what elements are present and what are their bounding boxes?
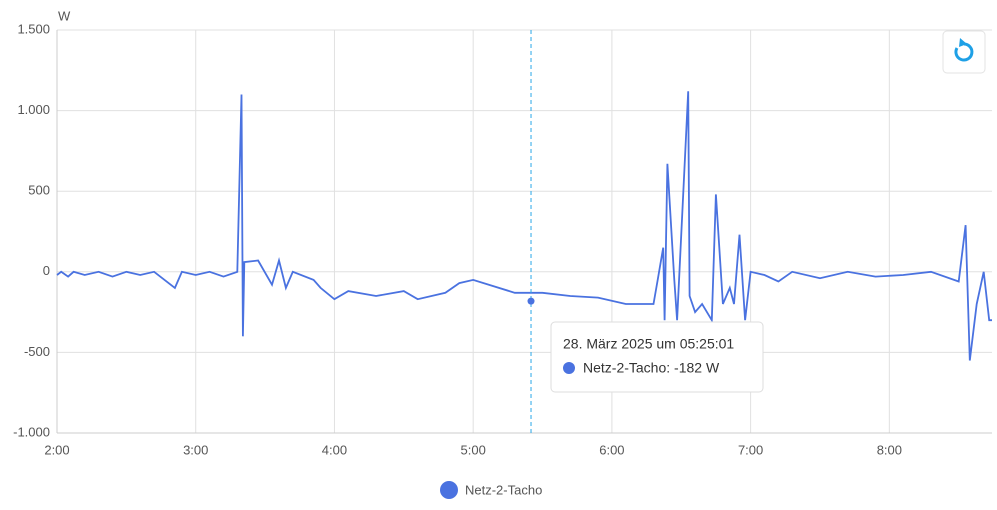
x-tick-label: 6:00 bbox=[599, 442, 624, 457]
hover-point bbox=[527, 297, 535, 305]
y-tick-label: -1.000 bbox=[13, 424, 50, 439]
reset-button-frame[interactable] bbox=[942, 30, 986, 74]
y-tick-label: 1.000 bbox=[17, 102, 50, 117]
series-line bbox=[56, 91, 992, 361]
y-tick-label: 1.500 bbox=[17, 21, 50, 36]
x-tick-label: 8:00 bbox=[877, 442, 902, 457]
legend-label: Netz-2-Tacho bbox=[465, 482, 542, 497]
tooltip-box bbox=[550, 321, 764, 393]
tooltip-text: Netz-2-Tacho: -182 W bbox=[583, 360, 720, 376]
y-tick-label: -500 bbox=[24, 344, 50, 359]
reset-icon[interactable] bbox=[954, 42, 974, 62]
x-tick-label: 3:00 bbox=[183, 442, 208, 457]
legend-marker bbox=[440, 481, 458, 499]
y-tick-label: 0 bbox=[43, 263, 50, 278]
x-tick-label: 7:00 bbox=[738, 442, 763, 457]
tooltip: 28. März 2025 um 05:25:01 Netz-2-Tacho: -… bbox=[550, 321, 764, 393]
x-tick-label: 4:00 bbox=[322, 442, 347, 457]
y-unit: W bbox=[58, 8, 71, 23]
y-tick-label: 500 bbox=[28, 183, 50, 198]
reset-icon-arrow[interactable] bbox=[959, 38, 967, 47]
tooltip-marker bbox=[563, 362, 575, 374]
tooltip-title: 28. März 2025 um 05:25:01 bbox=[563, 336, 734, 352]
reset-button[interactable] bbox=[942, 30, 986, 74]
x-tick-label: 2:00 bbox=[44, 442, 69, 457]
x-tick-label: 5:00 bbox=[461, 442, 486, 457]
